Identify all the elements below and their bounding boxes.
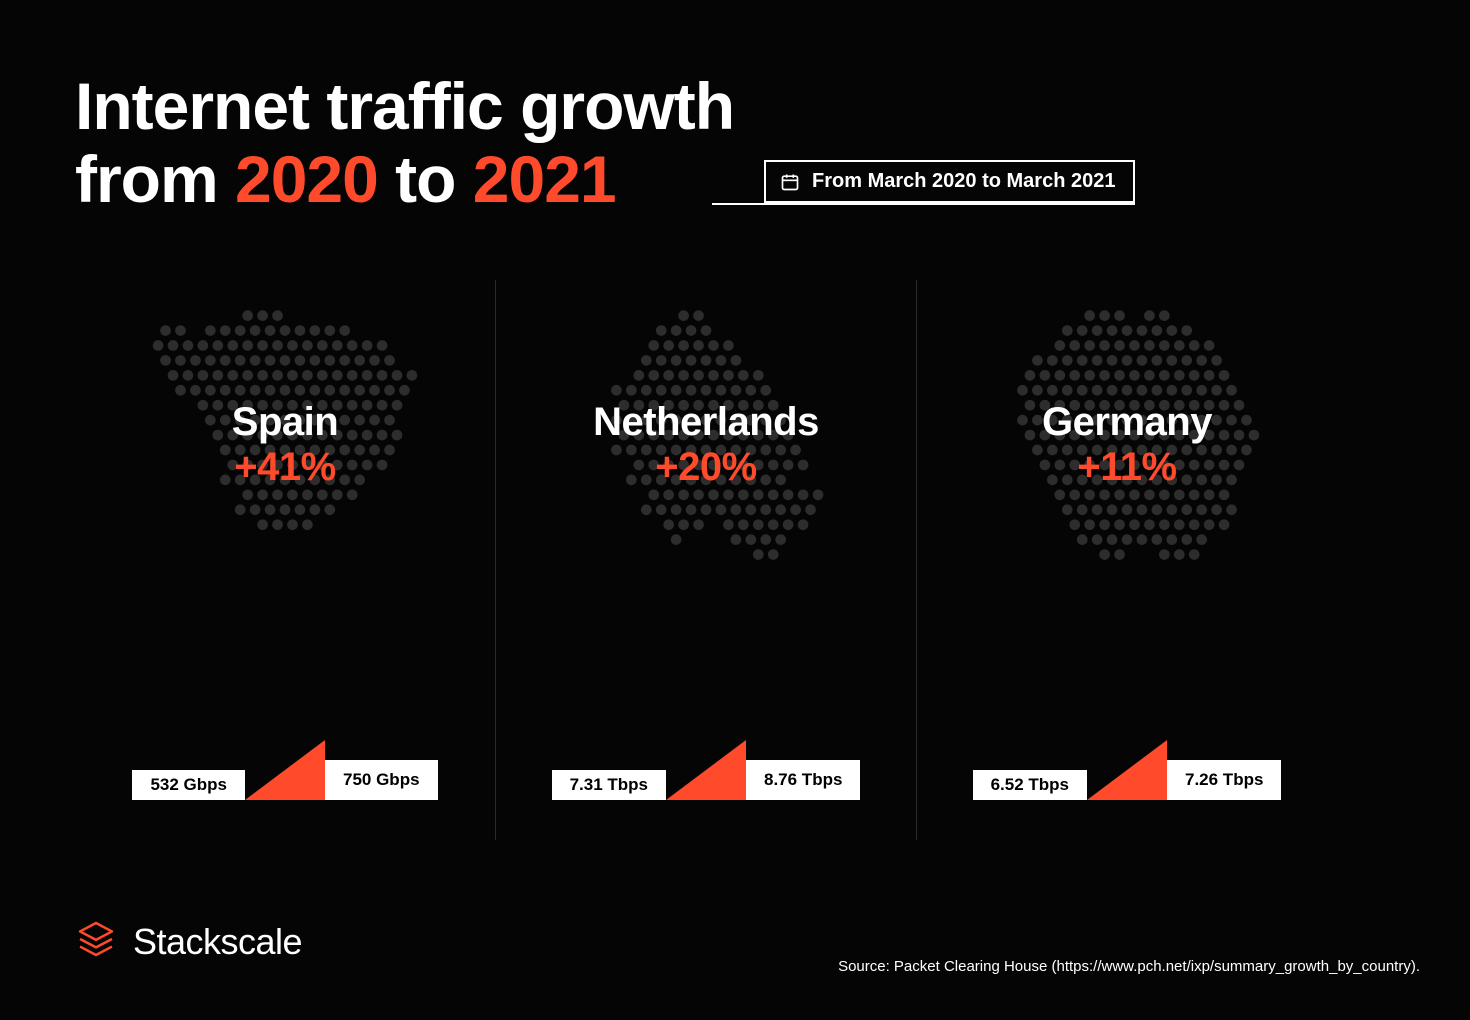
country-name: Germany: [967, 400, 1287, 445]
country-card: Netherlands +20% 7.31 Tbps 8.76 Tbps: [496, 280, 916, 840]
growth-triangle-icon: [245, 740, 325, 800]
country-map: Netherlands +20%: [546, 290, 866, 610]
title-mid: to: [378, 142, 473, 216]
country-map: Germany +11%: [967, 290, 1287, 610]
growth-bars: 7.31 Tbps 8.76 Tbps: [496, 740, 916, 800]
growth-bars: 6.52 Tbps 7.26 Tbps: [917, 740, 1337, 800]
to-value: 8.76 Tbps: [746, 760, 860, 800]
country-cards: Spain +41% 532 Gbps 750 Gbps Netherlands…: [75, 280, 1337, 840]
title-year2: 2021: [473, 142, 616, 216]
country-card: Germany +11% 6.52 Tbps 7.26 Tbps: [917, 280, 1337, 840]
country-growth-pct: +41%: [125, 445, 445, 490]
to-value: 750 Gbps: [325, 760, 438, 800]
growth-bars: 532 Gbps 750 Gbps: [75, 740, 495, 800]
source-text: Source: Packet Clearing House (https://w…: [838, 958, 1420, 975]
date-badge: From March 2020 to March 2021: [764, 160, 1135, 203]
country-growth-pct: +20%: [546, 445, 866, 490]
from-value: 6.52 Tbps: [973, 770, 1087, 800]
from-value: 7.31 Tbps: [552, 770, 666, 800]
growth-triangle-icon: [1087, 740, 1167, 800]
brand-name: Stackscale: [133, 921, 302, 963]
page-title: Internet traffic growth from 2020 to 202…: [75, 70, 734, 215]
growth-triangle-icon: [666, 740, 746, 800]
from-value: 532 Gbps: [132, 770, 245, 800]
date-badge-text: From March 2020 to March 2021: [812, 170, 1115, 193]
date-badge-underline: [712, 203, 1135, 205]
country-growth-pct: +11%: [967, 445, 1287, 490]
brand-logo: Stackscale: [75, 918, 302, 965]
country-name: Spain: [125, 400, 445, 445]
title-year1: 2020: [235, 142, 378, 216]
country-card: Spain +41% 532 Gbps 750 Gbps: [75, 280, 495, 840]
to-value: 7.26 Tbps: [1167, 760, 1281, 800]
country-name: Netherlands: [546, 400, 866, 445]
stackscale-icon: [75, 918, 117, 965]
country-map: Spain +41%: [125, 290, 445, 610]
calendar-icon: [780, 172, 800, 192]
title-line1: Internet traffic growth: [75, 69, 734, 143]
title-prefix: from: [75, 142, 235, 216]
